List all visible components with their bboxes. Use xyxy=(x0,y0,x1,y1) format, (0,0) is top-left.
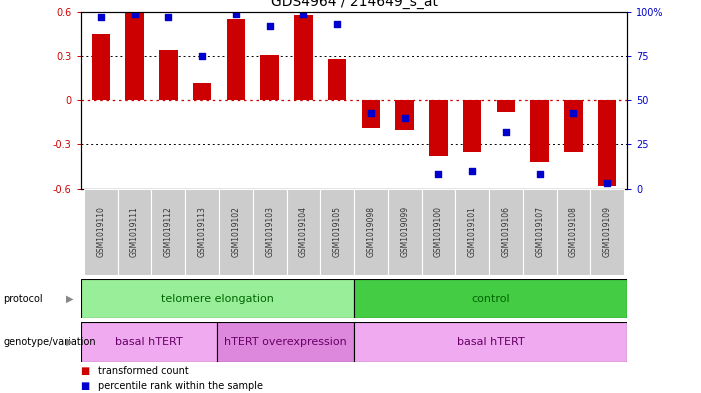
Bar xyxy=(489,189,523,275)
Bar xyxy=(294,15,313,100)
Bar xyxy=(523,189,557,275)
Text: basal hTERT: basal hTERT xyxy=(115,337,183,347)
Point xyxy=(230,10,241,17)
Bar xyxy=(320,189,354,275)
Text: GSM1019105: GSM1019105 xyxy=(333,206,341,257)
Point xyxy=(399,115,410,121)
Point xyxy=(95,14,107,20)
Text: genotype/variation: genotype/variation xyxy=(4,337,96,347)
Bar xyxy=(557,189,590,275)
Bar xyxy=(118,189,151,275)
Bar xyxy=(125,13,144,100)
Bar xyxy=(84,189,118,275)
Bar xyxy=(328,59,346,100)
Title: GDS4964 / 214649_s_at: GDS4964 / 214649_s_at xyxy=(271,0,437,9)
Text: GSM1019112: GSM1019112 xyxy=(164,206,173,257)
Bar xyxy=(260,55,279,100)
Bar xyxy=(193,83,212,100)
Text: control: control xyxy=(471,294,510,304)
Bar xyxy=(455,189,489,275)
Point xyxy=(467,168,478,174)
Bar xyxy=(421,189,455,275)
Text: GSM1019106: GSM1019106 xyxy=(501,206,510,257)
Bar xyxy=(429,100,448,156)
Bar xyxy=(159,50,177,100)
Bar xyxy=(496,100,515,112)
Text: GSM1019102: GSM1019102 xyxy=(231,206,240,257)
Point xyxy=(568,109,579,116)
Point xyxy=(365,109,376,116)
Bar xyxy=(217,322,354,362)
Text: GSM1019104: GSM1019104 xyxy=(299,206,308,257)
Text: ■: ■ xyxy=(81,366,90,376)
Bar xyxy=(463,100,482,152)
Text: GSM1019111: GSM1019111 xyxy=(130,206,139,257)
Bar xyxy=(287,189,320,275)
Bar xyxy=(354,279,627,318)
Bar xyxy=(226,19,245,100)
Point xyxy=(601,180,613,186)
Bar xyxy=(354,322,627,362)
Bar xyxy=(253,189,287,275)
Bar xyxy=(81,279,354,318)
Point xyxy=(264,23,275,29)
Bar xyxy=(564,100,583,152)
Text: protocol: protocol xyxy=(4,294,43,304)
Bar xyxy=(362,100,380,128)
Text: GSM1019098: GSM1019098 xyxy=(367,206,375,257)
Text: GSM1019108: GSM1019108 xyxy=(569,206,578,257)
Point xyxy=(163,14,174,20)
Text: hTERT overexpression: hTERT overexpression xyxy=(224,337,347,347)
Text: GSM1019101: GSM1019101 xyxy=(468,206,477,257)
Text: GSM1019099: GSM1019099 xyxy=(400,206,409,257)
Text: GSM1019103: GSM1019103 xyxy=(265,206,274,257)
Text: basal hTERT: basal hTERT xyxy=(457,337,524,347)
Bar xyxy=(354,189,388,275)
Bar xyxy=(151,189,185,275)
Text: telomere elongation: telomere elongation xyxy=(161,294,274,304)
Bar xyxy=(92,34,110,100)
Text: percentile rank within the sample: percentile rank within the sample xyxy=(98,381,263,391)
Text: transformed count: transformed count xyxy=(98,366,189,376)
Bar xyxy=(219,189,253,275)
Text: ▶: ▶ xyxy=(66,337,74,347)
Bar xyxy=(590,189,624,275)
Bar xyxy=(388,189,421,275)
Text: GSM1019113: GSM1019113 xyxy=(198,206,207,257)
Text: GSM1019100: GSM1019100 xyxy=(434,206,443,257)
Bar xyxy=(531,100,549,162)
Point xyxy=(433,171,444,178)
Point xyxy=(501,129,512,135)
Text: GSM1019109: GSM1019109 xyxy=(603,206,612,257)
Point xyxy=(196,53,207,59)
Bar xyxy=(598,100,616,185)
Bar xyxy=(81,322,217,362)
Bar xyxy=(185,189,219,275)
Point xyxy=(534,171,545,178)
Text: ■: ■ xyxy=(81,381,90,391)
Point xyxy=(298,10,309,17)
Point xyxy=(332,21,343,27)
Text: ▶: ▶ xyxy=(66,294,74,304)
Text: GSM1019110: GSM1019110 xyxy=(96,206,105,257)
Point xyxy=(129,10,140,17)
Text: GSM1019107: GSM1019107 xyxy=(535,206,544,257)
Bar xyxy=(395,100,414,130)
